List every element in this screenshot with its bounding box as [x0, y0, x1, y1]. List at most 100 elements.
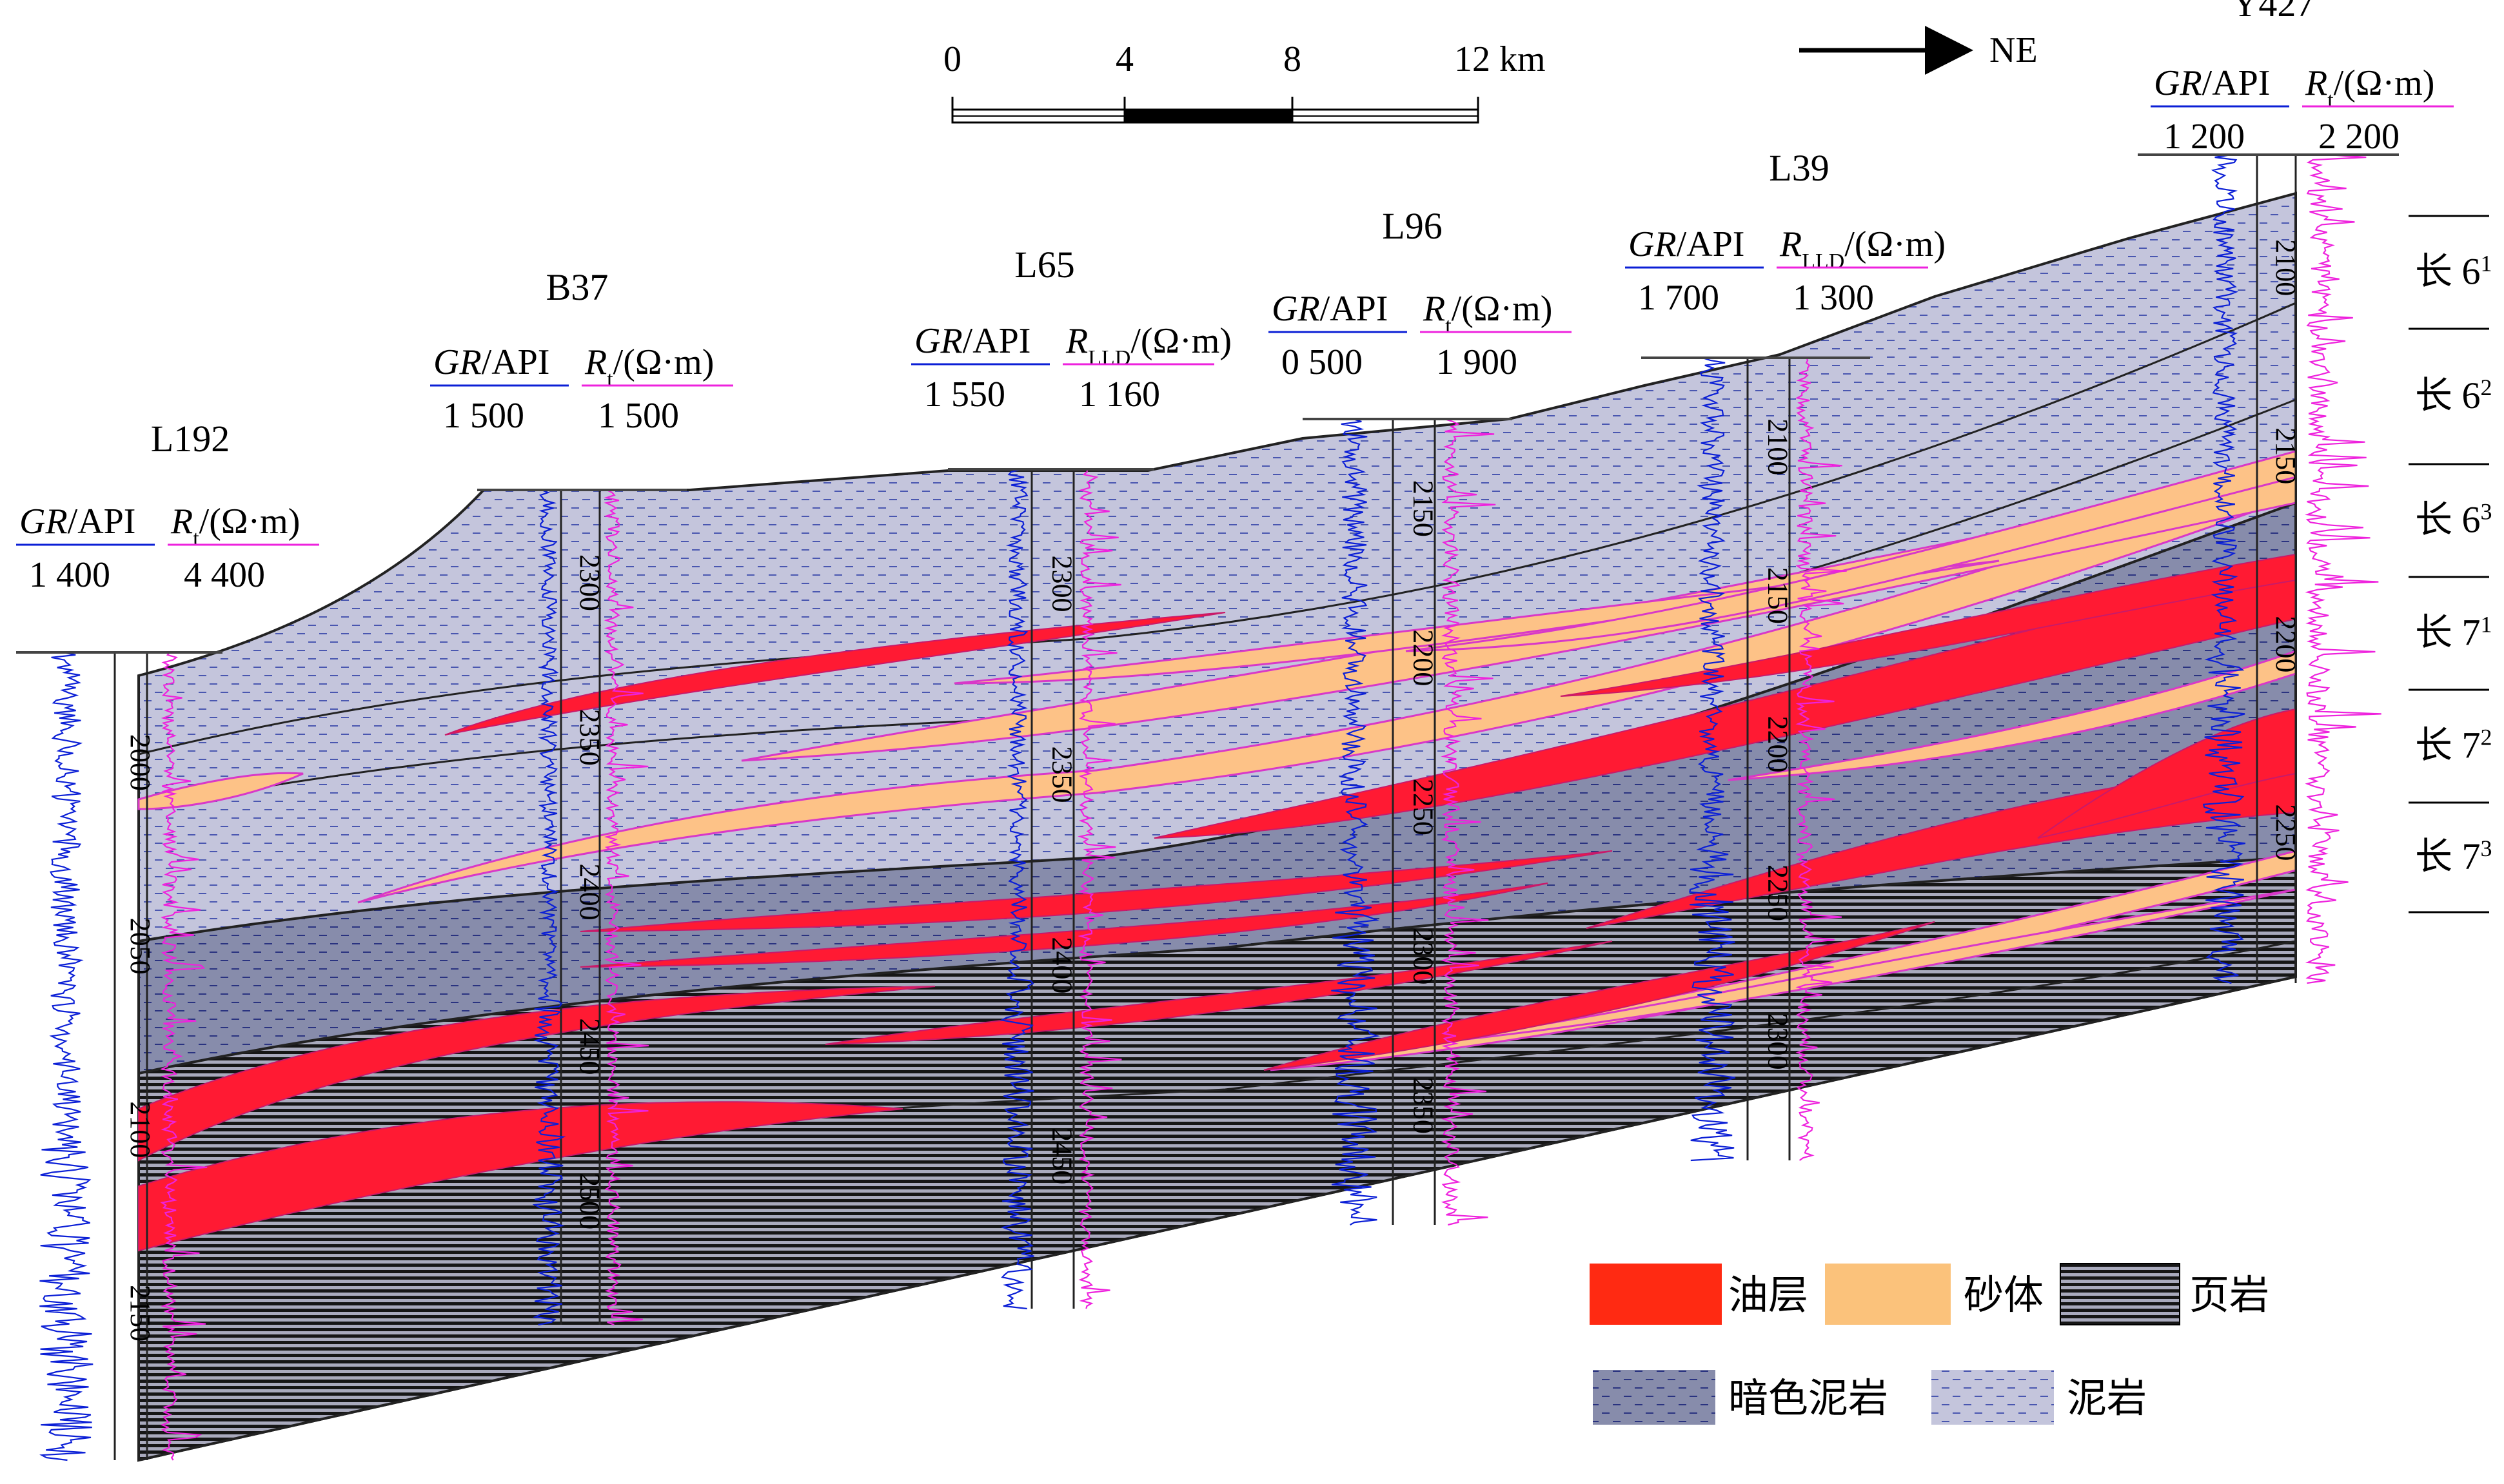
resistivity-title: RLLD/(Ω·m)	[1779, 224, 1946, 273]
resistivity-range: 1 160	[1079, 375, 1160, 415]
legend-label-oil: 油层	[1728, 1274, 1808, 1318]
resistivity-curve	[1441, 418, 1496, 1226]
well-y427: 2100 2150 2200 2250	[2202, 153, 2381, 984]
resistivity-title: RLLD/(Ω·m)	[1065, 321, 1232, 370]
legend-label-dark-mudstone: 暗色泥岩	[1728, 1377, 1888, 1421]
gr-curve	[1331, 418, 1380, 1225]
resistivity-curve	[603, 489, 649, 1326]
resistivity-title: Rt/(Ω·m)	[1423, 289, 1552, 338]
resistivity-curve	[2305, 153, 2381, 984]
boundary-line	[138, 302, 2296, 756]
well-l192: 2000 2050 2100 2150	[39, 651, 208, 1461]
oil-layer	[825, 941, 1613, 1045]
resistivity-curve	[160, 652, 208, 1461]
well-header-y427: Y427 GR/API 1 200 Rt/(Ω·m) 2 200	[2138, 0, 2454, 157]
well-header-b37: B37 GR/API 1 500 Rt/(Ω·m) 1 500	[430, 266, 733, 491]
gr-range: 1 200	[2164, 117, 2245, 157]
depth-label: 2450	[1047, 1128, 1078, 1184]
oil-layer	[138, 1101, 903, 1252]
resistivity-range: 1 300	[1793, 278, 1874, 318]
gr-range: 0 500	[1281, 342, 1363, 382]
depth-label: 2100	[2270, 239, 2302, 296]
depth-label: 2150	[1762, 567, 1794, 624]
well-name: L192	[151, 418, 230, 460]
resistivity-range: 2 200	[2318, 117, 2400, 157]
direction-arrow: NE	[1799, 26, 2038, 75]
depth-label: 2100	[124, 1101, 156, 1158]
well-name: L96	[1382, 205, 1442, 247]
well-b37: 2300 2350 2400 2450 2500	[532, 489, 649, 1326]
zone-label: 长 62	[2415, 375, 2492, 416]
zone-label: 长 72	[2415, 725, 2492, 766]
well-l65: 2300 2350 2400 2450	[999, 468, 1122, 1310]
gr-title: GR/API	[1628, 224, 1744, 264]
legend-swatch-mudstone	[1931, 1370, 2054, 1425]
depth-label: 2350	[574, 709, 606, 766]
depth-label: 2150	[1408, 480, 1439, 537]
zone-column: 长 61 长 62 长 63 长 71 长 72 长 73	[2409, 215, 2492, 913]
gr-title: GR/API	[2154, 63, 2270, 103]
legend-label-mudstone: 泥岩	[2067, 1377, 2147, 1421]
direction-label: NE	[1989, 30, 2038, 70]
resistivity-curve	[1078, 469, 1122, 1309]
depth-label: 2300	[1047, 556, 1078, 612]
resistivity-range: 1 900	[1436, 342, 1517, 382]
depth-label: 2350	[1047, 746, 1078, 803]
depth-label: 2400	[1047, 937, 1078, 993]
depth-label: 2250	[2270, 804, 2302, 861]
scale-bar: 0 4 8 12 km	[943, 39, 1546, 124]
depth-label: 2100	[1762, 418, 1794, 475]
oil-layer	[138, 986, 936, 1162]
depth-label: 2250	[1762, 864, 1794, 921]
zone-label: 长 71	[2415, 612, 2492, 654]
gr-range: 1 550	[924, 375, 1005, 415]
zone-label: 长 61	[2415, 251, 2492, 293]
legend-swatch-sand	[1825, 1264, 1951, 1325]
depth-label: 2150	[2270, 427, 2302, 484]
scale-label-12km: 12 km	[1454, 39, 1546, 79]
oil-layer	[580, 883, 1548, 968]
well-name: Y427	[2232, 0, 2315, 24]
gr-curve	[2202, 153, 2245, 984]
well-logs: 2000 2050 2100 2150 2300 2350 2400 2450 2500 2300…	[39, 153, 2381, 1461]
well-header-l192: L192 GR/API 1 400 Rt/(Ω·m)4 400	[16, 418, 319, 654]
gr-curve	[532, 489, 566, 1326]
resistivity-range: 4 400	[184, 555, 265, 595]
gr-title: GR/API	[19, 502, 135, 542]
gr-curve	[999, 468, 1034, 1310]
gr-title: GR/API	[433, 342, 549, 382]
legend-label-shale: 页岩	[2189, 1274, 2269, 1318]
legend-label-sand: 砂体	[1964, 1274, 2044, 1318]
gr-range: 1 500	[443, 396, 524, 436]
depth-label: 2300	[574, 554, 606, 611]
sand-body	[954, 560, 2000, 685]
resistivity-curve	[1795, 357, 1847, 1161]
depth-label: 2350	[1408, 1077, 1439, 1134]
resistivity-title: Rt/(Ω·m)	[2305, 63, 2434, 112]
legend-swatch-shale	[2060, 1263, 2180, 1325]
depth-label: 2450	[574, 1018, 606, 1075]
depth-label: 2050	[124, 918, 156, 975]
depth-label: 2500	[574, 1173, 606, 1229]
depth-label: 2250	[1408, 779, 1439, 835]
gr-title: GR/API	[1272, 289, 1388, 329]
well-header-l39: L39 GR/API 1 700 RLLD/(Ω·m) 1 300	[1625, 147, 1946, 359]
gr-range: 1 700	[1638, 278, 1719, 318]
legend-swatch-dark-mudstone	[1593, 1370, 1715, 1425]
sand-body	[137, 772, 304, 810]
depth-label: 2300	[1762, 1013, 1794, 1070]
zone-label: 长 63	[2415, 499, 2492, 541]
oil-layer	[580, 850, 1613, 932]
depth-label: 2300	[1408, 928, 1439, 984]
gr-curve	[1689, 356, 1736, 1162]
well-header-l65: L65 GR/API 1 550 RLLD/(Ω·m) 1 160	[911, 244, 1232, 471]
well-name: L65	[1014, 244, 1074, 286]
depth-label: 2000	[124, 734, 156, 791]
resistivity-range: 1 500	[598, 396, 679, 436]
depth-label: 2150	[124, 1285, 156, 1342]
arrow-head	[1925, 26, 1973, 75]
zone-label: 长 73	[2415, 835, 2492, 877]
well-l96: 2150 2200 2250 2300 2350	[1331, 418, 1496, 1226]
